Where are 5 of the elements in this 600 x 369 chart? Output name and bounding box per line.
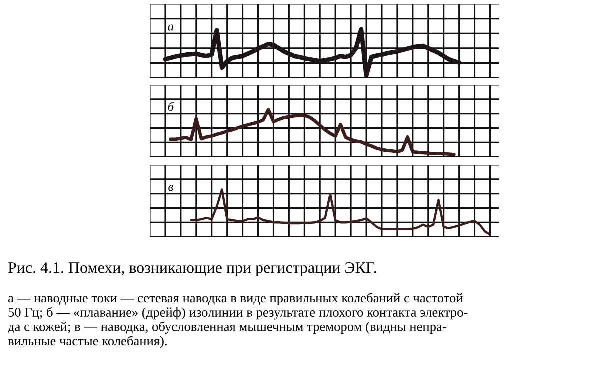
text: а — наводные токи — сетевая наводка в виде правильных колебаний с частотой 50 Гц; б — «плавание» (дрейф) изолинии в результате плохого контакта электро- да с кожей; в — наводка, обусловленная мышечным тремором (видны непра- вильные частые колебания). xyxy=(8,293,468,348)
annotation: в xyxy=(168,185,174,192)
annotation: а xyxy=(168,24,174,31)
text: Рис. 4.1. Помехи, возникающие при регистрации ЭКГ. xyxy=(8,262,376,276)
annotation: б xyxy=(168,102,174,112)
